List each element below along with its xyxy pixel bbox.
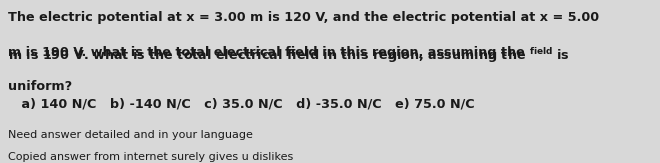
- Text: m is 190 V. what is the total electrical field in this region, assuming the $^{\: m is 190 V. what is the total electrical…: [8, 46, 570, 65]
- Text: a) 140 N/C   b) -140 N/C   c) 35.0 N/C   d) -35.0 N/C   e) 75.0 N/C: a) 140 N/C b) -140 N/C c) 35.0 N/C d) -3…: [8, 98, 475, 111]
- Text: uniform?: uniform?: [8, 80, 72, 93]
- Text: m is 190 V. what is the total electrical field in this region, assuming the: m is 190 V. what is the total electrical…: [8, 46, 529, 59]
- Text: Copied answer from internet surely gives u dislikes: Copied answer from internet surely gives…: [8, 152, 293, 162]
- Text: The electric potential at x = 3.00 m is 120 V, and the electric potential at x =: The electric potential at x = 3.00 m is …: [8, 11, 599, 24]
- Text: Need answer detailed and in your language: Need answer detailed and in your languag…: [8, 130, 253, 140]
